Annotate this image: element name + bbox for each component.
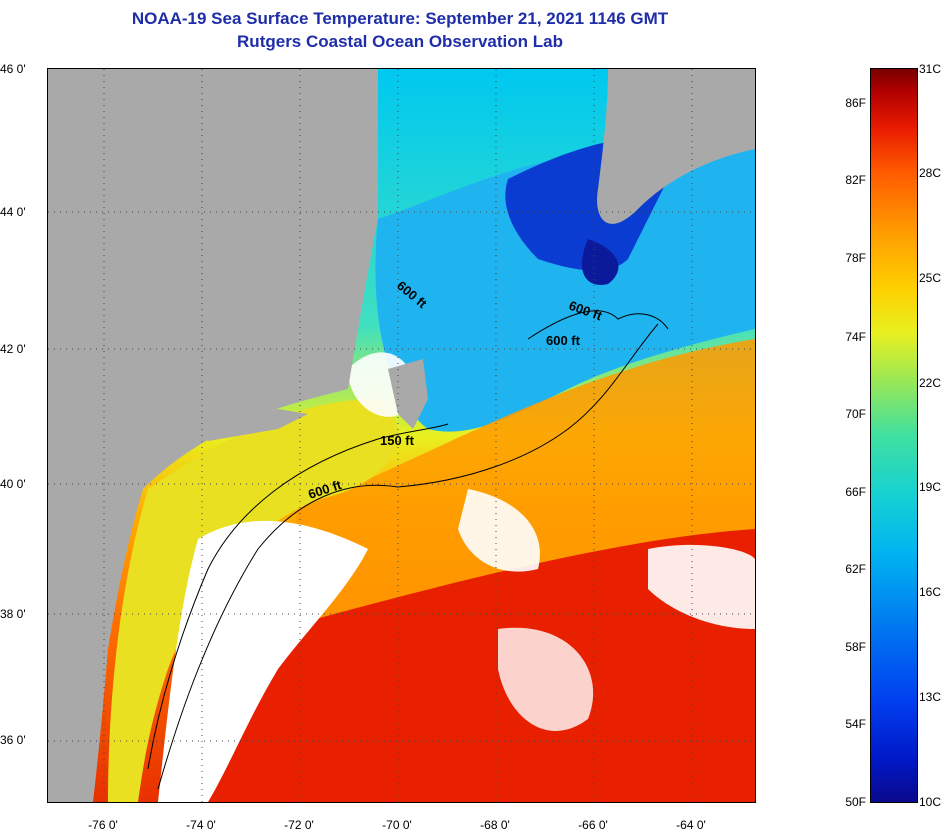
lon-label: -70 0' bbox=[382, 818, 412, 832]
lat-label: 46 0' bbox=[0, 62, 26, 76]
lat-label: 36 0' bbox=[0, 733, 26, 747]
lon-label: -74 0' bbox=[186, 818, 216, 832]
lat-label: 42 0' bbox=[0, 342, 26, 356]
land-long-island bbox=[198, 409, 308, 441]
contour-150ft bbox=[147, 423, 449, 770]
cold-core-water bbox=[581, 239, 619, 285]
lat-label: 44 0' bbox=[0, 205, 26, 219]
colorbar-celsius-label: 25C bbox=[919, 271, 942, 285]
colorbar-fahrenheit-label: 74F bbox=[845, 330, 866, 344]
gulf-stream-hot bbox=[158, 529, 755, 802]
colorbar-celsius-label: 16C bbox=[919, 585, 942, 599]
colorbar-fahrenheit-label: 82F bbox=[845, 173, 866, 187]
contour-600ft-shelf-break bbox=[157, 323, 659, 790]
colorbar-celsius-label: 28C bbox=[919, 166, 942, 180]
map-title: NOAA-19 Sea Surface Temperature: Septemb… bbox=[131, 9, 669, 28]
contour-label-150ft: 150 ft bbox=[380, 433, 415, 448]
lon-label: -64 0' bbox=[676, 818, 706, 832]
colorbar-celsius-label: 31C bbox=[919, 62, 942, 76]
graticule bbox=[48, 69, 755, 802]
lon-label: -66 0' bbox=[578, 818, 608, 832]
colorbar-celsius-label: 19C bbox=[919, 480, 942, 494]
lat-label: 40 0' bbox=[0, 477, 26, 491]
cloud-patch bbox=[648, 544, 755, 629]
temperature-colorbar bbox=[870, 68, 918, 803]
cloud-patch bbox=[158, 520, 368, 802]
contour-label-600ft-central: 600 ft bbox=[546, 333, 581, 348]
colorbar-fahrenheit-label: 50F bbox=[845, 795, 866, 809]
colorbar-fahrenheit-label: 58F bbox=[845, 640, 866, 654]
lon-label: -68 0' bbox=[480, 818, 510, 832]
map-subtitle: Rutgers Coastal Ocean Observation Lab bbox=[237, 32, 563, 51]
land-nova-scotia bbox=[597, 69, 755, 224]
colorbar-fahrenheit-label: 86F bbox=[845, 96, 866, 110]
lon-label: -76 0' bbox=[88, 818, 118, 832]
sst-map[interactable]: 600 ft 600 ft 600 ft 150 ft 600 ft bbox=[47, 68, 756, 803]
lon-label: -72 0' bbox=[284, 818, 314, 832]
colorbar-fahrenheit-label: 70F bbox=[845, 407, 866, 421]
cloud-patch bbox=[498, 627, 594, 731]
colorbar-celsius-label: 22C bbox=[919, 376, 942, 390]
cloud-patch bbox=[458, 489, 540, 572]
contour-600ft-gulf-of-maine bbox=[527, 310, 669, 340]
colorbar-celsius-label: 10C bbox=[919, 795, 942, 809]
colorbar-fahrenheit-label: 66F bbox=[845, 485, 866, 499]
lat-label: 38 0' bbox=[0, 607, 26, 621]
colorbar-fahrenheit-label: 78F bbox=[845, 251, 866, 265]
shelf-water-yellow bbox=[108, 399, 399, 802]
colorbar-fahrenheit-label: 62F bbox=[845, 562, 866, 576]
gulf-of-maine-water bbox=[375, 145, 755, 432]
colorbar-celsius-label: 13C bbox=[919, 690, 942, 704]
colorbar-fahrenheit-label: 54F bbox=[845, 717, 866, 731]
